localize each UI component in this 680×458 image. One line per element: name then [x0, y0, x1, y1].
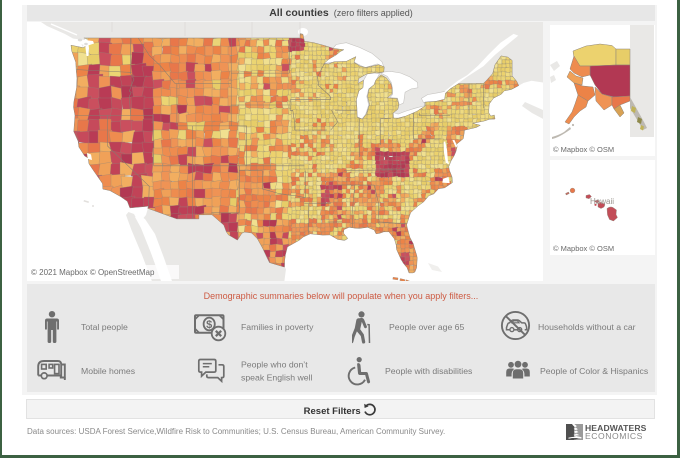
svg-text:© Mapbox © OSM: © Mapbox © OSM: [553, 145, 614, 154]
svg-text:© 2021 Mapbox © OpenStreetMap: © 2021 Mapbox © OpenStreetMap: [31, 268, 155, 277]
svg-text:$: $: [206, 319, 212, 331]
svg-text:© Mapbox © OSM: © Mapbox © OSM: [553, 244, 614, 253]
svg-text:Hawaii: Hawaii: [590, 197, 614, 206]
